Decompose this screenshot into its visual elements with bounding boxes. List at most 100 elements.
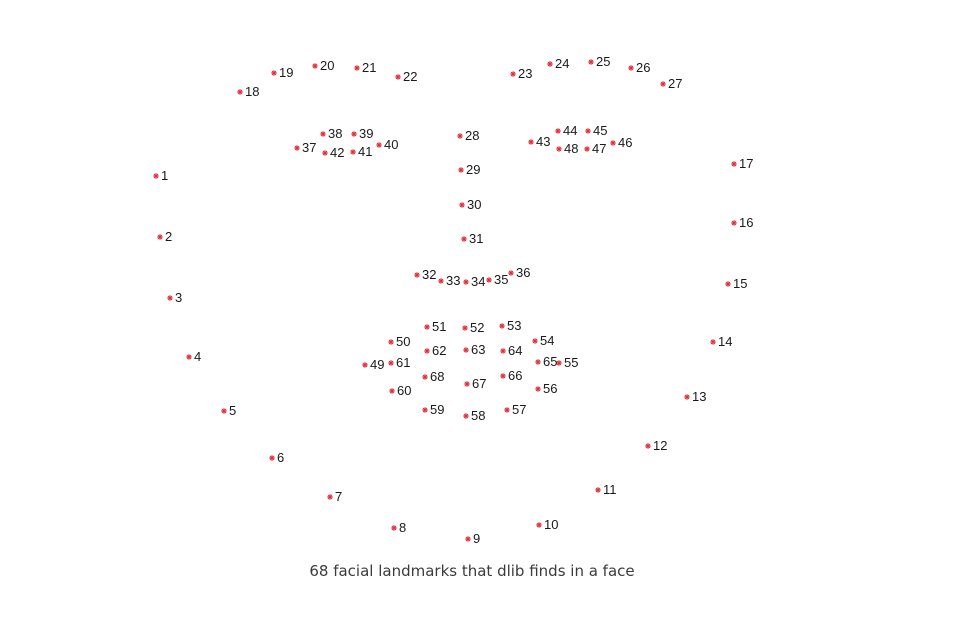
landmark-66-label: 66 [508, 368, 522, 383]
landmark-28-marker [457, 133, 463, 139]
landmark-56-marker [535, 386, 541, 392]
landmark-52-label: 52 [470, 320, 484, 335]
landmark-50-label: 50 [396, 334, 410, 349]
landmark-67-label: 67 [472, 376, 486, 391]
landmark-38-marker [320, 131, 326, 137]
landmark-44-marker [555, 128, 561, 134]
landmark-37-marker [294, 145, 300, 151]
landmark-64-label: 64 [508, 343, 522, 358]
landmark-32-label: 32 [422, 267, 436, 282]
landmark-26-marker [628, 65, 634, 71]
landmark-13-marker [684, 394, 690, 400]
landmark-40-marker [376, 142, 382, 148]
landmark-29-label: 29 [466, 162, 480, 177]
landmark-59-marker [422, 407, 428, 413]
landmark-38-label: 38 [328, 126, 342, 141]
landmark-33-label: 33 [446, 273, 460, 288]
landmark-10-label: 10 [544, 517, 558, 532]
landmark-66-marker [500, 373, 506, 379]
landmark-18-label: 18 [245, 84, 259, 99]
landmark-19-marker [271, 70, 277, 76]
landmark-11-marker [595, 487, 601, 493]
landmark-22-marker [395, 74, 401, 80]
landmark-65-marker [535, 359, 541, 365]
landmark-49-label: 49 [370, 357, 384, 372]
landmark-33-marker [438, 278, 444, 284]
landmark-28-label: 28 [465, 128, 479, 143]
landmark-2-label: 2 [165, 229, 172, 244]
landmark-8-label: 8 [399, 520, 406, 535]
landmark-34-marker [463, 279, 469, 285]
landmark-1-label: 1 [161, 168, 168, 183]
landmark-46-marker [610, 140, 616, 146]
landmark-8-marker [391, 525, 397, 531]
landmark-32-marker [414, 272, 420, 278]
landmark-39-marker [351, 131, 357, 137]
landmark-51-marker [424, 324, 430, 330]
landmark-64-marker [500, 348, 506, 354]
landmark-45-label: 45 [593, 123, 607, 138]
landmark-65-label: 65 [543, 354, 557, 369]
figure-caption: 68 facial landmarks that dlib finds in a… [309, 562, 635, 580]
landmark-51-label: 51 [432, 319, 446, 334]
landmark-17-marker [731, 161, 737, 167]
landmark-31-label: 31 [469, 231, 483, 246]
landmark-3-marker [167, 295, 173, 301]
landmark-30-marker [459, 202, 465, 208]
landmark-60-marker [389, 388, 395, 394]
landmark-47-marker [584, 146, 590, 152]
landmark-55-marker [556, 360, 562, 366]
landmark-58-marker [463, 413, 469, 419]
landmark-3-label: 3 [175, 290, 182, 305]
landmark-54-marker [532, 338, 538, 344]
landmark-31-marker [461, 236, 467, 242]
landmark-42-label: 42 [330, 145, 344, 160]
landmark-5-marker [221, 408, 227, 414]
landmark-50-marker [388, 339, 394, 345]
landmark-36-label: 36 [516, 265, 530, 280]
landmark-34-label: 34 [471, 274, 485, 289]
landmark-30-label: 30 [467, 197, 481, 212]
landmark-25-marker [588, 59, 594, 65]
landmark-49-marker [362, 362, 368, 368]
landmark-48-marker [556, 146, 562, 152]
landmark-53-marker [499, 323, 505, 329]
landmark-9-label: 9 [473, 531, 480, 546]
landmark-35-marker [486, 277, 492, 283]
landmark-41-marker [350, 149, 356, 155]
landmark-10-marker [536, 522, 542, 528]
landmark-5-label: 5 [229, 403, 236, 418]
landmark-21-marker [354, 65, 360, 71]
landmark-57-label: 57 [512, 402, 526, 417]
landmark-48-label: 48 [564, 141, 578, 156]
landmark-9-marker [465, 536, 471, 542]
landmark-44-label: 44 [563, 123, 577, 138]
landmark-29-marker [458, 167, 464, 173]
landmark-14-marker [710, 339, 716, 345]
landmark-19-label: 19 [279, 65, 293, 80]
landmark-61-marker [388, 360, 394, 366]
landmark-17-label: 17 [739, 156, 753, 171]
landmark-35-label: 35 [494, 272, 508, 287]
landmark-54-label: 54 [540, 333, 554, 348]
landmark-47-label: 47 [592, 141, 606, 156]
landmark-25-label: 25 [596, 54, 610, 69]
landmark-42-marker [322, 150, 328, 156]
landmark-16-marker [731, 220, 737, 226]
landmark-12-label: 12 [653, 438, 667, 453]
landmark-27-label: 27 [668, 76, 682, 91]
landmark-2-marker [157, 234, 163, 240]
landmark-39-label: 39 [359, 126, 373, 141]
landmark-67-marker [464, 381, 470, 387]
landmark-27-marker [660, 81, 666, 87]
landmark-43-marker [528, 139, 534, 145]
landmark-7-label: 7 [335, 489, 342, 504]
landmark-26-label: 26 [636, 60, 650, 75]
landmark-4-label: 4 [194, 349, 201, 364]
landmark-20-marker [312, 63, 318, 69]
landmark-59-label: 59 [430, 402, 444, 417]
landmark-36-marker [508, 270, 514, 276]
landmark-63-marker [463, 347, 469, 353]
landmark-23-label: 23 [518, 66, 532, 81]
